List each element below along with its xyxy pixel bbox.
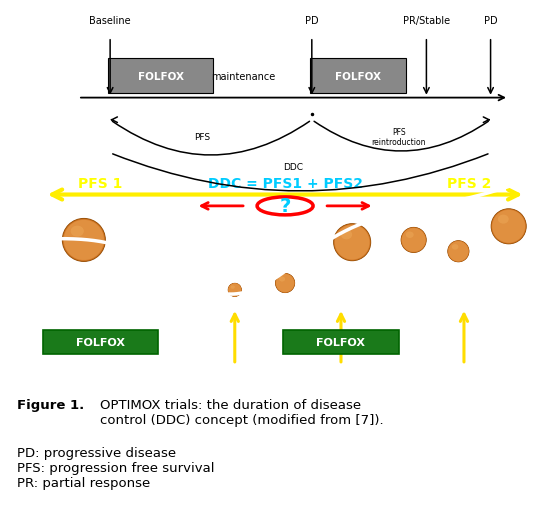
- Ellipse shape: [276, 274, 294, 293]
- Text: PFS 2: PFS 2: [447, 177, 492, 191]
- Text: Progression
at Reintroduction: Progression at Reintroduction: [428, 376, 500, 395]
- Ellipse shape: [335, 225, 369, 260]
- Text: DDC = PFS1 + PFS2: DDC = PFS1 + PFS2: [207, 177, 363, 191]
- Ellipse shape: [491, 209, 527, 245]
- Text: PD: PD: [228, 372, 242, 381]
- Ellipse shape: [63, 219, 105, 262]
- Ellipse shape: [230, 286, 235, 289]
- Text: Baseline
Progression: Baseline Progression: [315, 374, 367, 393]
- Ellipse shape: [279, 277, 285, 282]
- Text: FOLFOX: FOLFOX: [76, 337, 125, 347]
- Text: PFS
reintroduction: PFS reintroduction: [372, 127, 426, 147]
- Text: FOLFOX: FOLFOX: [138, 71, 183, 81]
- Ellipse shape: [401, 228, 427, 253]
- Ellipse shape: [275, 273, 295, 294]
- Ellipse shape: [406, 232, 414, 239]
- Ellipse shape: [448, 242, 468, 262]
- Text: Figure 1.: Figure 1.: [17, 398, 84, 411]
- Ellipse shape: [448, 241, 469, 262]
- Text: PD: PD: [305, 16, 319, 25]
- Text: Baseline: Baseline: [89, 16, 131, 25]
- Text: T size: T size: [20, 175, 55, 185]
- Ellipse shape: [64, 220, 104, 261]
- Text: t: t: [548, 297, 553, 310]
- Ellipse shape: [334, 225, 370, 261]
- Text: FOLFOX: FOLFOX: [316, 337, 366, 347]
- Ellipse shape: [402, 229, 425, 252]
- Ellipse shape: [63, 220, 105, 261]
- FancyBboxPatch shape: [43, 330, 158, 354]
- Ellipse shape: [228, 284, 241, 297]
- Ellipse shape: [401, 229, 426, 252]
- Ellipse shape: [276, 274, 295, 293]
- Ellipse shape: [70, 226, 84, 237]
- Text: PD: progressive disease
PFS: progression free survival
PR: partial response: PD: progressive disease PFS: progression…: [17, 446, 214, 489]
- Ellipse shape: [492, 210, 525, 244]
- Ellipse shape: [229, 284, 241, 297]
- Text: ?: ?: [280, 197, 291, 216]
- Text: OPTIMOX trials: the duration of disease
control (DDC) concept (modified from [7]: OPTIMOX trials: the duration of disease …: [100, 398, 383, 426]
- Ellipse shape: [62, 218, 106, 263]
- Text: PFS: PFS: [194, 132, 210, 142]
- Ellipse shape: [333, 224, 371, 262]
- Ellipse shape: [448, 242, 468, 262]
- Ellipse shape: [334, 224, 370, 261]
- Text: PFS 1: PFS 1: [78, 177, 123, 191]
- Ellipse shape: [491, 209, 526, 244]
- Ellipse shape: [447, 241, 470, 263]
- Ellipse shape: [334, 224, 371, 261]
- Ellipse shape: [448, 241, 469, 263]
- Ellipse shape: [498, 215, 509, 224]
- FancyBboxPatch shape: [108, 59, 214, 94]
- Text: PD: PD: [484, 16, 498, 25]
- Ellipse shape: [491, 210, 526, 244]
- Ellipse shape: [401, 228, 426, 253]
- FancyBboxPatch shape: [283, 330, 399, 354]
- Text: maintenance: maintenance: [211, 71, 275, 81]
- Text: DDC: DDC: [283, 163, 304, 172]
- Ellipse shape: [276, 274, 295, 293]
- Ellipse shape: [63, 219, 105, 262]
- Ellipse shape: [228, 284, 241, 297]
- Ellipse shape: [228, 284, 242, 297]
- Ellipse shape: [492, 211, 525, 243]
- Ellipse shape: [452, 245, 458, 250]
- Ellipse shape: [341, 231, 352, 240]
- Text: PR/Stable: PR/Stable: [403, 16, 450, 25]
- Ellipse shape: [228, 284, 241, 297]
- Ellipse shape: [401, 228, 427, 253]
- FancyBboxPatch shape: [310, 59, 406, 94]
- Ellipse shape: [276, 274, 295, 293]
- Text: FOLFOX: FOLFOX: [335, 71, 381, 81]
